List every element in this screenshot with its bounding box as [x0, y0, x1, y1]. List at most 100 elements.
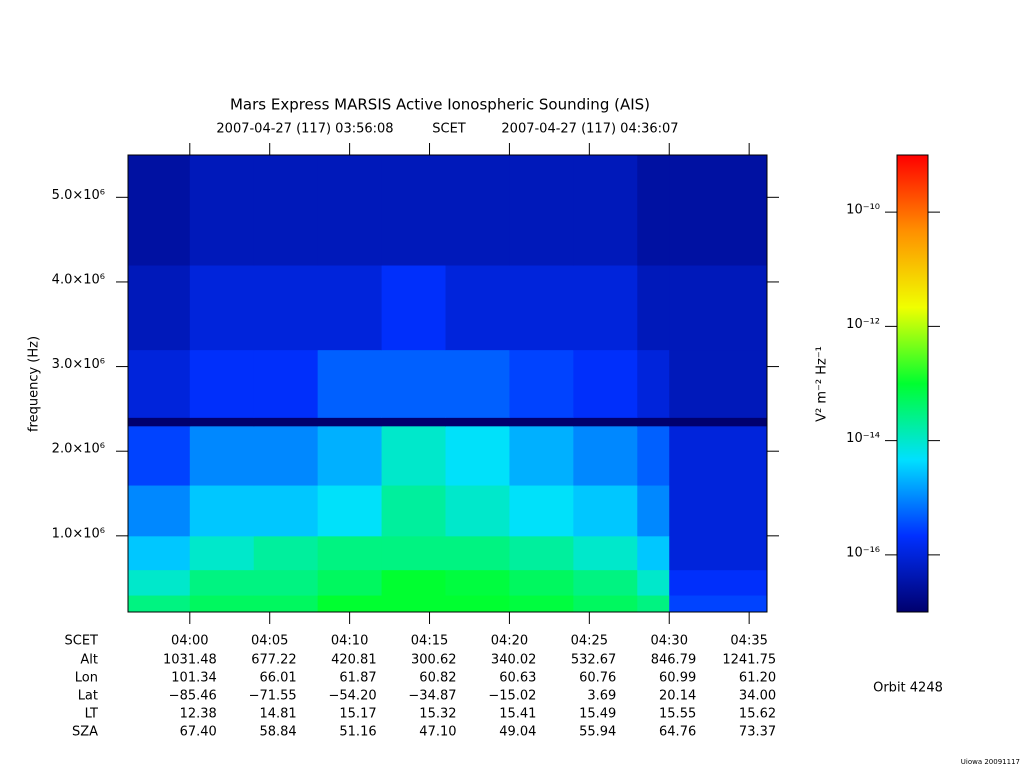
- heatmap-cell: [189, 425, 255, 486]
- ephemeris-value: 51.16: [339, 725, 376, 740]
- ephemeris-value: 60.82: [419, 671, 456, 686]
- heatmap-cell: [669, 569, 768, 596]
- ephemeris-row-label: Lat: [78, 689, 98, 704]
- heatmap-cell: [253, 535, 319, 571]
- ephemeris-row-label: LT: [85, 707, 98, 722]
- heatmap-cell: [253, 595, 319, 613]
- ephemeris-value: 101.34: [171, 671, 217, 686]
- ephemeris-value: 677.22: [251, 653, 297, 668]
- heatmap-cell: [317, 155, 383, 266]
- ephemeris-value: 420.81: [331, 653, 377, 668]
- heatmap-cell: [509, 595, 574, 613]
- heatmap-cell: [189, 155, 255, 266]
- heatmap-cell: [317, 265, 383, 351]
- y-tick-label: 4.0×10⁶: [52, 272, 105, 287]
- ephemeris-value: 47.10: [419, 725, 456, 740]
- heatmap-cell: [381, 425, 447, 486]
- heatmap-cell: [253, 265, 319, 351]
- heatmap-cell: [317, 535, 383, 571]
- heatmap-cell: [445, 485, 510, 537]
- ephemeris-row-label: Alt: [80, 653, 98, 668]
- heatmap-cell: [573, 265, 638, 351]
- colorbar-tick-label: 10⁻¹²: [846, 317, 880, 332]
- ephemeris-value: 846.79: [651, 653, 697, 668]
- heatmap-cell: [509, 569, 574, 596]
- ephemeris-value: 55.94: [579, 725, 616, 740]
- heatmap-cell: [253, 485, 319, 537]
- colorbar-tick-label: 10⁻¹⁴: [846, 431, 880, 446]
- ephemeris-value: 15.41: [499, 707, 536, 722]
- heatmap-cell: [669, 595, 768, 613]
- heatmap-cell: [128, 155, 191, 266]
- heatmap-cell: [637, 569, 670, 596]
- heatmap-cell: [128, 535, 191, 571]
- ephemeris-row-label: Lon: [75, 671, 98, 686]
- heatmap-cell: [189, 535, 255, 571]
- ephemeris-value: 1241.75: [722, 653, 776, 668]
- heatmap-cell: [189, 349, 255, 418]
- heatmap-cell: [381, 485, 447, 537]
- x-tick-label: 04:25: [571, 634, 608, 649]
- heatmap-cell: [509, 265, 574, 351]
- x-tick-label: 04:00: [171, 634, 208, 649]
- heatmap-cell: [317, 595, 383, 613]
- y-tick-label: 3.0×10⁶: [52, 357, 105, 372]
- ephemeris-value: 532.67: [571, 653, 617, 668]
- heatmap-cell: [128, 349, 191, 418]
- colorbar-tick-label: 10⁻¹⁰: [846, 203, 880, 218]
- heatmap-cell: [637, 425, 670, 486]
- heatmap-cell: [669, 265, 768, 351]
- heatmap-cell: [445, 155, 510, 266]
- heatmap-cell: [253, 425, 319, 486]
- ephemeris-value: 15.62: [739, 707, 776, 722]
- ephemeris-value: −54.20: [329, 689, 377, 704]
- heatmap-cell: [445, 569, 510, 596]
- heatmap-cell: [381, 535, 447, 571]
- heatmap-cell: [573, 485, 638, 537]
- x-tick-label: 04:10: [331, 634, 368, 649]
- heatmap-cell: [381, 265, 447, 351]
- ephemeris-value: −34.87: [408, 689, 456, 704]
- ephemeris-value: 15.55: [659, 707, 696, 722]
- heatmap-cell: [381, 155, 447, 266]
- heatmap-cell: [669, 155, 768, 266]
- heatmap-cell: [445, 425, 510, 486]
- x-tick-label: 04:35: [730, 634, 767, 649]
- y-axis-label: frequency (Hz): [27, 336, 42, 432]
- heatmap-cell: [637, 485, 670, 537]
- plot-frame: [127, 154, 768, 613]
- x-tick-label: 04:20: [491, 634, 528, 649]
- subtitle-end: 2007-04-27 (117) 04:36:07: [501, 122, 678, 137]
- footer: Uiowa 20091117: [961, 758, 1020, 766]
- heatmap-cell: [509, 485, 574, 537]
- heatmap-cell: [509, 349, 574, 418]
- ephemeris-value: 61.87: [339, 671, 376, 686]
- heatmap-cell: [509, 155, 574, 266]
- heatmap-cell: [573, 569, 638, 596]
- heatmap-cell: [573, 595, 638, 613]
- heatmap-cell: [381, 595, 447, 613]
- heatmap-cell: [317, 425, 383, 486]
- colorbar-label: V² m⁻² Hz⁻¹: [815, 346, 830, 422]
- ephemeris-value: 340.02: [491, 653, 537, 668]
- x-tick-label: 04:05: [251, 634, 288, 649]
- colorbar: [896, 154, 929, 613]
- heatmap-cell: [669, 349, 768, 418]
- ephemeris-value: −71.55: [249, 689, 297, 704]
- heatmap-cell: [445, 595, 510, 613]
- ephemeris-value: −15.02: [488, 689, 536, 704]
- heatmap-cell: [445, 417, 510, 427]
- ephemeris-value: 14.81: [259, 707, 296, 722]
- heatmap-cell: [381, 569, 447, 596]
- ephemeris-value: 73.37: [739, 725, 776, 740]
- x-tick-label: 04:15: [411, 634, 448, 649]
- heatmap-cell: [128, 417, 191, 427]
- ephemeris-value: 61.20: [739, 671, 776, 686]
- heatmap-cell: [573, 349, 638, 418]
- heatmap-cell: [509, 535, 574, 571]
- heatmap-cell: [381, 417, 447, 427]
- y-tick-label: 2.0×10⁶: [52, 442, 105, 457]
- ephemeris-value: 66.01: [259, 671, 296, 686]
- heatmap-cell: [573, 425, 638, 486]
- ephemeris-value: 20.14: [659, 689, 696, 704]
